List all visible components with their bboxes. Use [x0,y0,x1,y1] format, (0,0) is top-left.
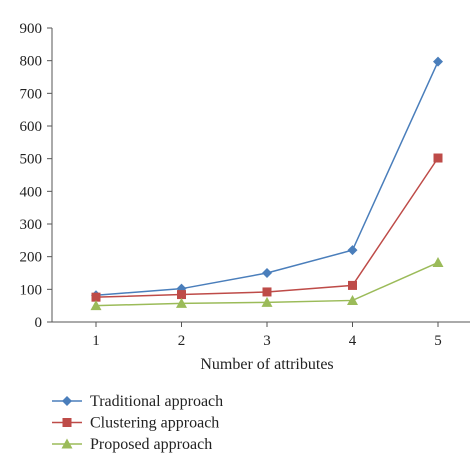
data-point [347,294,358,305]
data-point [347,245,358,256]
series-layer [90,56,444,311]
axes [47,27,470,327]
series-line [95,61,439,296]
y-tick-label: 0 [35,315,43,331]
data-point [433,56,443,67]
data-point [348,280,357,290]
legend-item: Clustering approach [52,415,219,432]
legend: Traditional approach Clustering approach P… [52,393,223,453]
legend-label: Proposed approach [90,436,212,453]
y-tick-label: 200 [20,250,43,266]
x-axis-title: Number of attributes [200,356,333,373]
y-tick-label: 100 [20,282,43,298]
data-point [432,257,444,268]
legend-marker [62,418,72,427]
legend-item: Proposed approach [52,436,212,453]
data-point [262,268,272,278]
series-2 [90,257,444,311]
data-point [177,290,186,300]
y-tick-label: 900 [20,21,43,37]
data-point [262,287,272,297]
legend-item: Traditional approach [52,393,223,410]
x-tick-label: 5 [434,333,442,349]
y-tick-labels: 0 100 200 300 400 500 600 700 800 900 [20,21,43,331]
data-point [90,300,102,311]
series-1 [91,153,443,302]
x-tick-label: 3 [263,333,271,349]
y-tick-label: 600 [20,119,43,135]
y-tick-label: 400 [20,184,43,200]
data-point [261,296,273,307]
legend-marker [62,396,72,406]
data-point [433,153,443,163]
data-point [176,297,187,308]
y-tick-label: 300 [20,217,43,233]
y-tick-label: 800 [20,54,43,70]
data-point [91,292,101,302]
y-tick-label: 500 [20,152,43,168]
legend-label: Traditional approach [90,393,223,410]
legend-label: Clustering approach [90,415,219,432]
x-tick-labels: 1 2 3 4 5 [92,333,442,349]
x-tick-label: 4 [349,333,357,349]
x-tick-label: 1 [92,333,100,349]
series-0 [91,56,443,301]
legend-marker [61,438,73,449]
y-tick-label: 700 [20,86,43,102]
x-tick-label: 2 [178,333,186,349]
